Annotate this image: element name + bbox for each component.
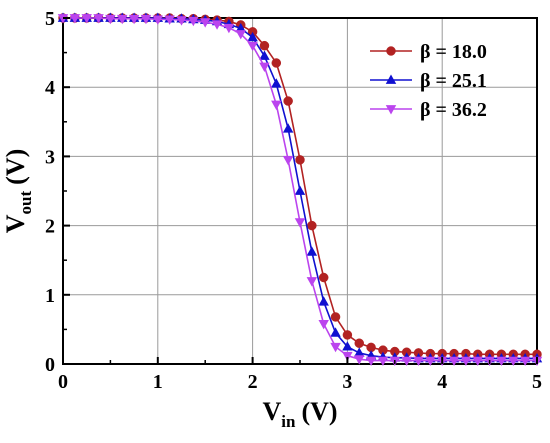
y-tick-label: 2 <box>45 216 55 238</box>
data-point <box>152 15 164 25</box>
data-point <box>247 31 258 42</box>
data-point <box>294 218 306 228</box>
data-point <box>354 347 365 357</box>
data-point <box>508 356 519 367</box>
x-axis-title-sub: in <box>281 412 296 431</box>
data-point <box>318 272 329 283</box>
y-tick-label: 1 <box>45 285 55 307</box>
data-point <box>306 246 318 256</box>
data-point <box>93 14 104 24</box>
data-point <box>318 320 329 330</box>
data-point <box>377 356 389 367</box>
x-tick-label: 1 <box>153 371 163 393</box>
data-point <box>271 100 282 110</box>
y-tick-label: 0 <box>45 354 55 376</box>
data-point <box>342 341 353 351</box>
data-point <box>105 14 116 25</box>
legend-entry: β = 25.1 <box>370 70 487 92</box>
x-axis-title-main: V <box>262 397 281 426</box>
data-point <box>282 123 294 133</box>
data-point <box>271 78 282 88</box>
data-point <box>354 355 365 365</box>
data-point <box>188 16 199 27</box>
data-point <box>69 14 81 24</box>
legend-entry: β = 18.0 <box>370 41 487 63</box>
data-point <box>460 356 472 367</box>
data-point <box>140 14 152 25</box>
data-point <box>496 356 507 367</box>
series-layer <box>57 12 543 367</box>
legend-marker <box>385 105 397 115</box>
data-point <box>283 96 293 106</box>
legend-entry: β = 36.2 <box>370 99 487 121</box>
data-point <box>330 312 341 322</box>
data-point <box>164 15 175 25</box>
y-tick-label: 5 <box>45 8 55 30</box>
legend-label: β = 36.2 <box>420 99 487 121</box>
data-point <box>413 356 424 367</box>
data-point <box>259 50 270 60</box>
data-point <box>425 356 436 367</box>
data-point <box>330 342 341 353</box>
x-axis-title-unit: (V) <box>301 397 337 426</box>
data-point <box>318 296 329 306</box>
data-point <box>128 14 140 25</box>
data-point <box>342 330 353 340</box>
legend-marker <box>385 74 397 84</box>
legend-label: β = 25.1 <box>420 70 487 92</box>
legend: β = 18.0 β = 25.1 β = 36.2 <box>370 41 487 121</box>
data-point <box>330 327 341 337</box>
data-point <box>401 356 412 367</box>
y-axis-title-unit: (V) <box>1 149 30 185</box>
data-point <box>519 356 531 367</box>
y-tick-label: 3 <box>45 146 55 168</box>
data-point <box>306 277 318 287</box>
axes: 0 1 2 3 4 5 0 1 2 3 4 5 <box>45 8 542 393</box>
x-tick-label: 0 <box>58 371 68 393</box>
x-tick-label: 4 <box>437 371 447 393</box>
data-point <box>365 356 377 367</box>
data-point <box>259 40 270 51</box>
y-axis-title: Vout (V) <box>1 149 35 234</box>
series-2 <box>57 12 543 363</box>
data-point <box>271 58 282 68</box>
data-point <box>259 62 270 72</box>
data-point <box>448 356 460 367</box>
data-point <box>307 220 317 231</box>
data-point <box>295 155 305 165</box>
data-point <box>117 14 128 25</box>
y-axis-title-sub: out <box>16 191 35 215</box>
data-point <box>472 356 483 367</box>
series-3 <box>57 14 543 367</box>
legend-label: β = 18.0 <box>420 41 487 63</box>
y-tick-label: 4 <box>45 77 55 99</box>
data-point <box>354 338 364 348</box>
data-point <box>176 16 187 26</box>
data-point <box>247 41 258 52</box>
x-tick-label: 2 <box>248 371 258 393</box>
x-tick-label: 3 <box>342 371 352 393</box>
data-point <box>282 156 294 166</box>
data-point <box>81 14 92 24</box>
data-point <box>294 185 306 195</box>
data-point <box>235 30 246 40</box>
x-tick-label: 5 <box>532 371 542 393</box>
data-point <box>211 20 223 30</box>
data-point <box>199 18 211 28</box>
data-point <box>235 22 246 33</box>
y-axis-title-main: V <box>1 214 30 233</box>
data-point <box>342 351 353 362</box>
legend-marker <box>386 46 396 56</box>
x-axis-title: Vin (V) <box>262 397 337 431</box>
data-point <box>223 23 235 34</box>
